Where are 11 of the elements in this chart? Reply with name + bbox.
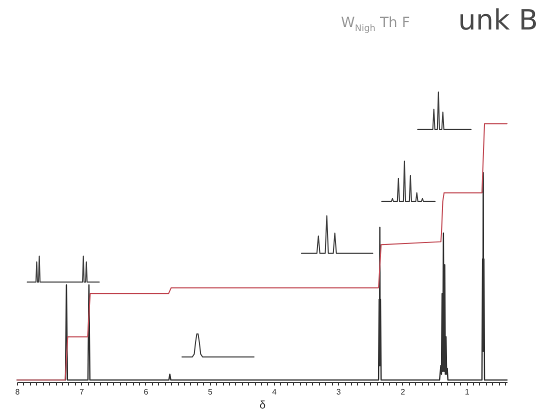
x-tick-label: 4 (272, 388, 278, 396)
x-tick-label: 5 (208, 388, 213, 396)
x-tick-label: 3 (336, 388, 342, 396)
x-axis-title: δ (259, 400, 266, 412)
text: W$_{Nigh}$ Th F (341, 15, 410, 34)
x-tick-label: 6 (144, 388, 149, 396)
x-tick-label: 1 (464, 388, 470, 396)
x-tick-label: 7 (79, 388, 84, 396)
x-tick-label: 2 (400, 388, 406, 396)
chart-title: unk B (458, 3, 538, 36)
x-tick-label: 8 (15, 388, 20, 396)
